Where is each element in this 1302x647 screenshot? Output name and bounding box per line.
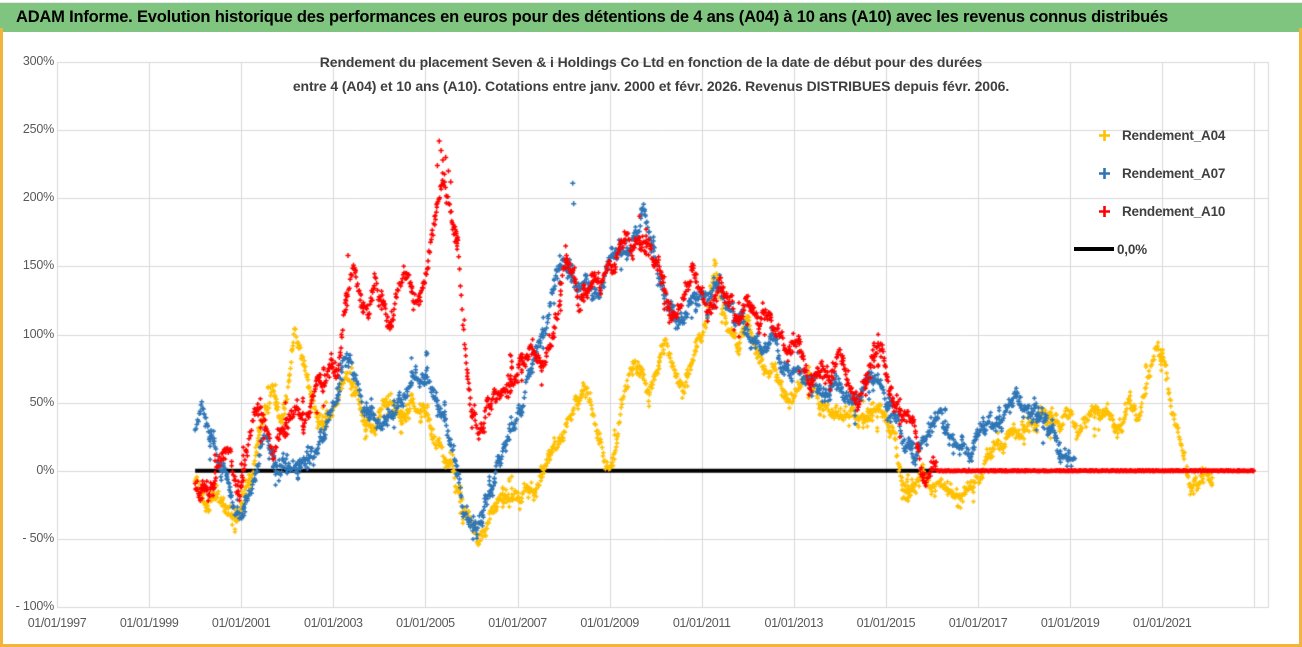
x-tick-label: 01/01/2017 bbox=[948, 616, 1008, 630]
plus-marker-icon bbox=[1099, 205, 1110, 217]
legend-label: 0,0% bbox=[1117, 241, 1147, 257]
x-tick-label: 01/01/1999 bbox=[119, 616, 179, 630]
y-tick-label: - 100% bbox=[15, 599, 55, 613]
y-tick-label: - 50% bbox=[22, 530, 54, 545]
plus-marker-icon bbox=[1099, 129, 1110, 141]
y-tick-label: 200% bbox=[22, 190, 54, 205]
y-tick-label: 50% bbox=[29, 394, 55, 409]
x-tick-label: 01/01/2009 bbox=[580, 616, 639, 630]
legend-item-a07: Rendement_A07 bbox=[1086, 154, 1225, 192]
x-tick-label: 01/01/1997 bbox=[27, 616, 87, 630]
legend-item-a10: Rendement_A10 bbox=[1086, 192, 1225, 230]
x-tick-label: 01/01/2019 bbox=[1040, 616, 1100, 630]
x-tick-label: 01/01/2011 bbox=[672, 616, 731, 630]
zero-line-sample bbox=[1074, 247, 1114, 251]
legend-item-zero-line: 0,0% bbox=[1074, 230, 1225, 268]
legend-label: Rendement_A10 bbox=[1122, 203, 1226, 219]
chart-title-line2: entre 4 (A04) et 10 ans (A10). Cotations… bbox=[292, 78, 1010, 94]
legend-label: Rendement_A04 bbox=[1122, 127, 1226, 143]
y-tick-label: 150% bbox=[22, 258, 54, 273]
y-tick-label: 250% bbox=[22, 122, 54, 137]
plus-marker-icon bbox=[1099, 167, 1110, 179]
chart-title-line1: Rendement du placement Seven & i Holding… bbox=[319, 54, 983, 70]
chart-title: Rendement du placement Seven & i Holding… bbox=[130, 50, 1172, 98]
x-tick-label: 01/01/2007 bbox=[488, 616, 547, 630]
header-bar: ADAM Informe. Evolution historique des p… bbox=[0, 2, 1302, 32]
y-tick-label: 300% bbox=[22, 54, 54, 68]
legend-label: Rendement_A07 bbox=[1122, 165, 1226, 181]
x-tick-label: 01/01/2005 bbox=[396, 616, 455, 630]
x-tick-label: 01/01/2015 bbox=[856, 616, 916, 630]
chart-legend: Rendement_A04 Rendement_A07 Rendement_A1… bbox=[1074, 116, 1225, 268]
y-tick-label: 0% bbox=[36, 462, 54, 477]
y-tick-label: 100% bbox=[22, 326, 54, 341]
legend-item-a04: Rendement_A04 bbox=[1086, 116, 1225, 154]
x-tick-label: 01/01/2013 bbox=[764, 616, 824, 630]
x-tick-label: 01/01/2021 bbox=[1132, 616, 1192, 630]
x-tick-label: 01/01/2003 bbox=[304, 616, 363, 630]
x-tick-label: 01/01/2001 bbox=[211, 616, 271, 630]
page-title: ADAM Informe. Evolution historique des p… bbox=[16, 8, 1168, 26]
